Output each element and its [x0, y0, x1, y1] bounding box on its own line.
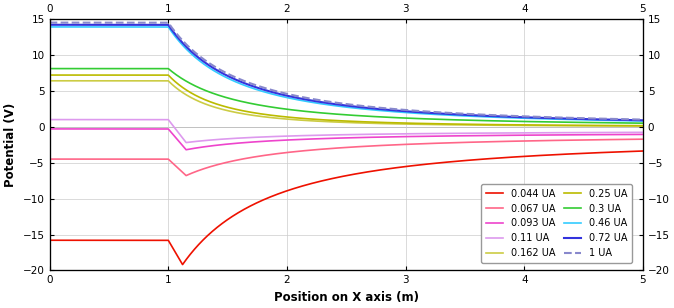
0.46 UA	[621, 119, 630, 123]
0.72 UA	[639, 119, 647, 122]
0.044 UA	[622, 150, 630, 153]
0.11 UA	[639, 131, 647, 134]
0.46 UA	[513, 116, 521, 120]
0.093 UA	[639, 132, 647, 136]
0.25 UA	[513, 123, 521, 127]
0.72 UA	[513, 115, 521, 119]
1 UA	[334, 101, 342, 105]
0.162 UA	[75, 79, 84, 83]
0.067 UA	[622, 138, 630, 141]
0.067 UA	[182, 174, 190, 177]
0.72 UA	[334, 103, 342, 106]
0.093 UA	[46, 127, 54, 131]
0.46 UA	[46, 25, 54, 29]
0.46 UA	[639, 119, 647, 123]
0.044 UA	[334, 175, 342, 179]
0.067 UA	[46, 157, 54, 161]
0.044 UA	[639, 149, 647, 153]
0.25 UA	[318, 118, 326, 122]
0.3 UA	[639, 121, 647, 125]
0.162 UA	[639, 124, 647, 128]
0.11 UA	[621, 131, 630, 134]
0.044 UA	[319, 179, 327, 183]
Line: 0.067 UA: 0.067 UA	[50, 139, 643, 176]
0.067 UA	[334, 146, 342, 150]
0.093 UA	[513, 133, 521, 137]
0.11 UA	[334, 133, 342, 137]
0.067 UA	[639, 137, 647, 141]
0.25 UA	[46, 73, 54, 77]
0.093 UA	[75, 127, 84, 131]
1 UA	[318, 99, 326, 103]
Line: 0.093 UA: 0.093 UA	[50, 129, 643, 150]
0.11 UA	[46, 118, 54, 121]
Line: 0.25 UA: 0.25 UA	[50, 75, 643, 126]
Y-axis label: Potential (V): Potential (V)	[4, 103, 17, 187]
0.46 UA	[75, 25, 84, 29]
0.3 UA	[75, 67, 84, 71]
0.067 UA	[621, 138, 630, 141]
0.25 UA	[75, 73, 84, 77]
0.72 UA	[621, 118, 630, 122]
Line: 0.72 UA: 0.72 UA	[50, 25, 643, 120]
1 UA	[621, 117, 630, 121]
0.044 UA	[75, 238, 84, 242]
0.162 UA	[334, 120, 342, 124]
0.162 UA	[318, 120, 326, 123]
0.72 UA	[621, 118, 630, 122]
0.162 UA	[621, 124, 630, 128]
0.093 UA	[319, 137, 327, 140]
0.11 UA	[75, 118, 84, 121]
1 UA	[639, 118, 647, 121]
1 UA	[46, 21, 54, 24]
0.093 UA	[182, 148, 190, 152]
Legend: 0.044 UA, 0.067 UA, 0.093 UA, 0.11 UA, 0.162 UA, 0.25 UA, 0.3 UA, 0.46 UA, 0.72 : 0.044 UA, 0.067 UA, 0.093 UA, 0.11 UA, 0…	[481, 184, 632, 263]
0.067 UA	[319, 147, 327, 151]
0.044 UA	[513, 155, 521, 159]
0.46 UA	[334, 104, 342, 108]
0.11 UA	[319, 133, 327, 137]
0.3 UA	[334, 112, 342, 116]
0.093 UA	[334, 136, 342, 140]
0.162 UA	[46, 79, 54, 83]
0.093 UA	[621, 133, 630, 136]
0.25 UA	[334, 119, 342, 123]
0.72 UA	[75, 23, 84, 26]
0.067 UA	[75, 157, 84, 161]
0.72 UA	[46, 23, 54, 26]
0.067 UA	[513, 139, 521, 143]
0.46 UA	[318, 102, 326, 106]
Line: 0.044 UA: 0.044 UA	[50, 151, 643, 265]
0.044 UA	[46, 238, 54, 242]
0.093 UA	[622, 133, 630, 136]
0.72 UA	[318, 100, 326, 104]
0.46 UA	[621, 119, 630, 123]
0.25 UA	[621, 124, 630, 128]
1 UA	[75, 21, 84, 24]
Line: 1 UA: 1 UA	[50, 22, 643, 120]
0.11 UA	[622, 131, 630, 134]
Line: 0.162 UA: 0.162 UA	[50, 81, 643, 126]
0.3 UA	[318, 111, 326, 115]
Line: 0.46 UA: 0.46 UA	[50, 27, 643, 121]
0.25 UA	[621, 124, 630, 128]
0.11 UA	[182, 141, 190, 144]
0.3 UA	[621, 121, 630, 125]
0.162 UA	[621, 124, 630, 128]
0.11 UA	[513, 131, 521, 135]
Line: 0.3 UA: 0.3 UA	[50, 69, 643, 123]
0.044 UA	[621, 150, 630, 153]
1 UA	[621, 117, 630, 121]
0.044 UA	[179, 263, 187, 266]
1 UA	[513, 114, 521, 118]
0.3 UA	[513, 120, 521, 123]
X-axis label: Position on X axis (m): Position on X axis (m)	[274, 291, 419, 304]
0.3 UA	[46, 67, 54, 71]
Line: 0.11 UA: 0.11 UA	[50, 120, 643, 143]
0.3 UA	[621, 121, 630, 125]
0.25 UA	[639, 124, 647, 128]
0.162 UA	[513, 124, 521, 127]
